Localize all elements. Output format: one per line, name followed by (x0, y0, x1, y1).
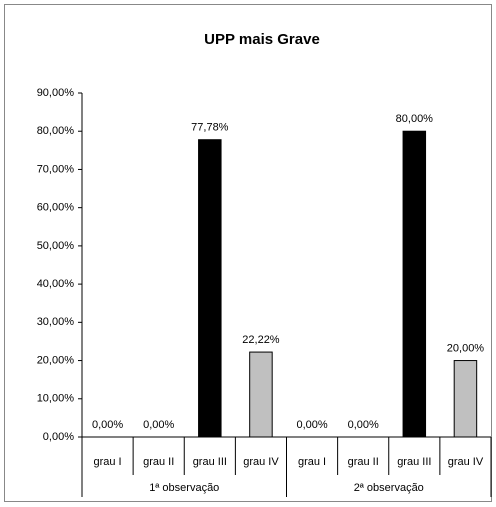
x-tick-label: grau III (193, 456, 227, 468)
value-label: 0,00% (296, 419, 327, 431)
value-label: 77,78% (191, 122, 229, 134)
group-label: 2ª observação (354, 482, 424, 494)
y-tick-label: 90,00% (37, 87, 75, 99)
x-tick-label: grau IV (448, 456, 484, 468)
value-label: 22,22% (242, 334, 280, 346)
y-tick-label: 40,00% (37, 278, 75, 290)
bar (198, 139, 222, 438)
y-tick-label: 80,00% (37, 125, 75, 137)
y-tick-label: 0,00% (43, 431, 74, 443)
y-tick-label: 30,00% (37, 316, 75, 328)
x-tick-label: grau I (93, 456, 121, 468)
chart-title: UPP mais Grave (204, 31, 320, 48)
bar (249, 351, 273, 438)
group-label: 1ª observação (149, 482, 219, 494)
value-label: 0,00% (92, 419, 123, 431)
value-label: 20,00% (447, 342, 485, 354)
y-tick-label: 70,00% (37, 163, 75, 175)
value-label: 0,00% (143, 419, 174, 431)
x-tick-label: grau II (348, 456, 379, 468)
y-tick-label: 10,00% (37, 393, 75, 405)
bar (453, 360, 478, 438)
value-label: 0,00% (348, 419, 379, 431)
x-tick-label: grau III (397, 456, 431, 468)
x-tick-label: grau I (298, 456, 326, 468)
bar (402, 130, 427, 438)
x-tick-label: grau IV (243, 456, 279, 468)
y-tick-label: 50,00% (37, 240, 75, 252)
x-tick-label: grau II (143, 456, 174, 468)
y-tick-label: 20,00% (37, 354, 75, 366)
value-label: 80,00% (396, 113, 434, 125)
y-tick-label: 60,00% (37, 202, 75, 214)
